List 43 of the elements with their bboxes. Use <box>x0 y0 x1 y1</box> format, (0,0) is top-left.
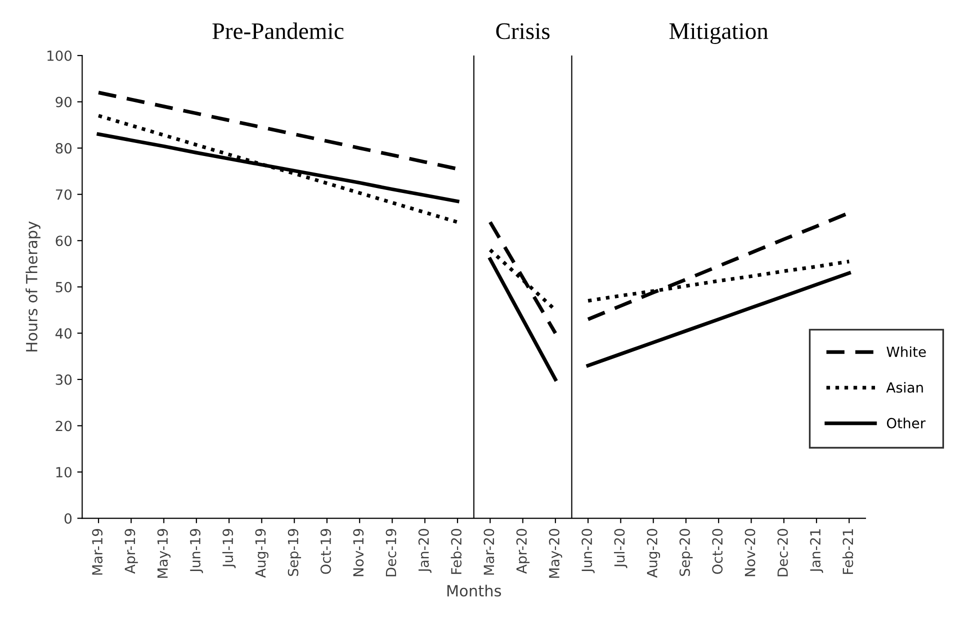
x-tick-label: Aug-19 <box>255 528 268 578</box>
x-tick-label: Feb-21 <box>842 529 854 574</box>
y-tick-label: 20 <box>56 420 72 432</box>
legend-label: Asian <box>886 382 923 393</box>
x-tick-label: May-20 <box>548 528 562 578</box>
x-tick-label: Jul-20 <box>614 528 628 568</box>
x-tick-label: Feb-20 <box>450 528 462 574</box>
y-tick-label: 30 <box>56 374 72 385</box>
x-tick-label: Mar-19 <box>92 528 103 575</box>
x-tick-label: Dec-20 <box>777 528 788 576</box>
legend-label: White <box>886 346 926 358</box>
text: Crisis <box>496 23 550 40</box>
x-tick-label: Apr-20 <box>516 528 530 574</box>
x-tick-label: Mar-20 <box>484 528 494 575</box>
x-tick-label: Jul-19 <box>222 528 236 568</box>
x-tick-label: May-19 <box>157 528 171 578</box>
x-tick-label: Sep-19 <box>288 528 302 576</box>
y-tick-label: 10 <box>56 466 72 478</box>
x-tick-label: Oct-20 <box>712 528 723 574</box>
legend-label: Other <box>886 418 926 428</box>
y-tick-label: 100 <box>47 50 72 62</box>
x-tick-label: Jun-20 <box>582 528 595 574</box>
text: Pre-Pandemic <box>212 22 344 40</box>
y-tick-label: 40 <box>55 328 72 339</box>
x-tick-label: Apr-19 <box>124 528 138 574</box>
text: Mitigation <box>669 23 768 44</box>
x-tick-label: Nov-20 <box>744 528 756 576</box>
y-tick-label: 70 <box>56 189 72 200</box>
x-tick-label: Dec-19 <box>386 528 396 576</box>
y-tick-label: 0 <box>64 513 72 524</box>
x-tick-label: Jan-21 <box>810 529 824 573</box>
y-axis-title: Hours of Therapy <box>26 221 40 352</box>
x-tick-label: Nov-19 <box>353 528 364 576</box>
x-tick-label: Sep-20 <box>679 528 693 576</box>
x-tick-label: Jan-20 <box>418 528 432 573</box>
y-tick-label: 50 <box>56 282 72 292</box>
y-tick-label: 60 <box>56 236 72 246</box>
x-tick-label: Aug-20 <box>646 528 660 578</box>
x-tick-label: Jun-19 <box>190 528 204 574</box>
x-axis-title: Months <box>447 584 502 597</box>
x-tick-label: Oct-19 <box>320 528 331 574</box>
y-tick-label: 80 <box>56 143 72 154</box>
y-tick-label: 90 <box>56 96 72 108</box>
